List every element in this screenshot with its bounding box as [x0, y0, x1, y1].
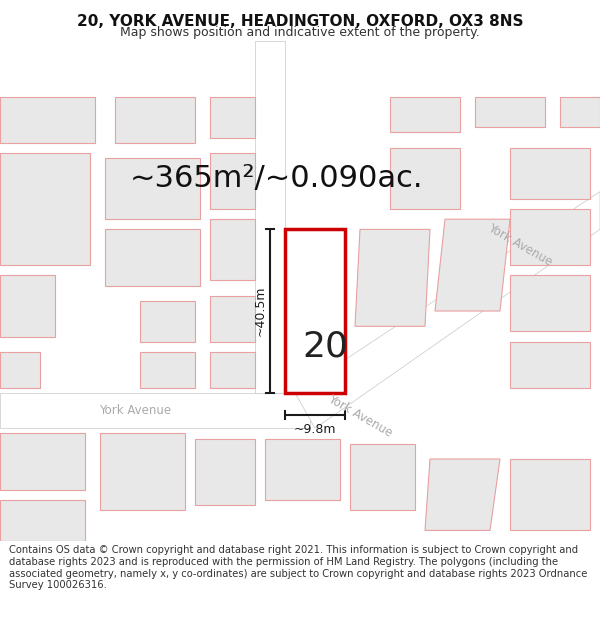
Text: ~40.5m: ~40.5m — [254, 286, 266, 336]
Text: York Avenue: York Avenue — [485, 221, 554, 268]
Polygon shape — [255, 41, 285, 392]
Polygon shape — [510, 276, 590, 331]
Polygon shape — [560, 97, 600, 128]
Polygon shape — [210, 97, 255, 138]
Polygon shape — [390, 148, 460, 209]
Polygon shape — [350, 444, 415, 510]
Polygon shape — [285, 229, 345, 392]
Polygon shape — [140, 301, 195, 342]
Polygon shape — [100, 434, 185, 510]
Polygon shape — [425, 459, 500, 531]
Polygon shape — [475, 97, 545, 128]
Text: 20: 20 — [302, 330, 348, 364]
Text: York Avenue: York Avenue — [99, 404, 171, 416]
Polygon shape — [195, 439, 255, 505]
Polygon shape — [105, 158, 200, 219]
Polygon shape — [0, 392, 310, 428]
Polygon shape — [295, 192, 600, 428]
Polygon shape — [210, 296, 255, 342]
Polygon shape — [0, 434, 85, 489]
Text: Contains OS data © Crown copyright and database right 2021. This information is : Contains OS data © Crown copyright and d… — [9, 546, 587, 590]
Polygon shape — [0, 97, 95, 142]
Polygon shape — [0, 352, 40, 388]
Polygon shape — [0, 500, 85, 541]
Polygon shape — [210, 352, 255, 388]
Polygon shape — [510, 148, 590, 199]
Polygon shape — [0, 153, 90, 265]
Polygon shape — [265, 439, 340, 500]
Polygon shape — [0, 276, 55, 336]
Polygon shape — [210, 153, 255, 209]
Text: ~365m²/~0.090ac.: ~365m²/~0.090ac. — [130, 164, 424, 193]
Text: Map shows position and indicative extent of the property.: Map shows position and indicative extent… — [120, 26, 480, 39]
Polygon shape — [390, 97, 460, 132]
Polygon shape — [210, 219, 255, 281]
Text: ~9.8m: ~9.8m — [294, 423, 336, 436]
Polygon shape — [435, 219, 510, 311]
Polygon shape — [355, 229, 430, 326]
Text: York Avenue: York Avenue — [326, 392, 394, 440]
Polygon shape — [140, 352, 195, 388]
Polygon shape — [510, 209, 590, 265]
Polygon shape — [115, 97, 195, 142]
Polygon shape — [510, 459, 590, 531]
Polygon shape — [510, 342, 590, 388]
Text: 20, YORK AVENUE, HEADINGTON, OXFORD, OX3 8NS: 20, YORK AVENUE, HEADINGTON, OXFORD, OX3… — [77, 14, 523, 29]
Polygon shape — [105, 229, 200, 286]
